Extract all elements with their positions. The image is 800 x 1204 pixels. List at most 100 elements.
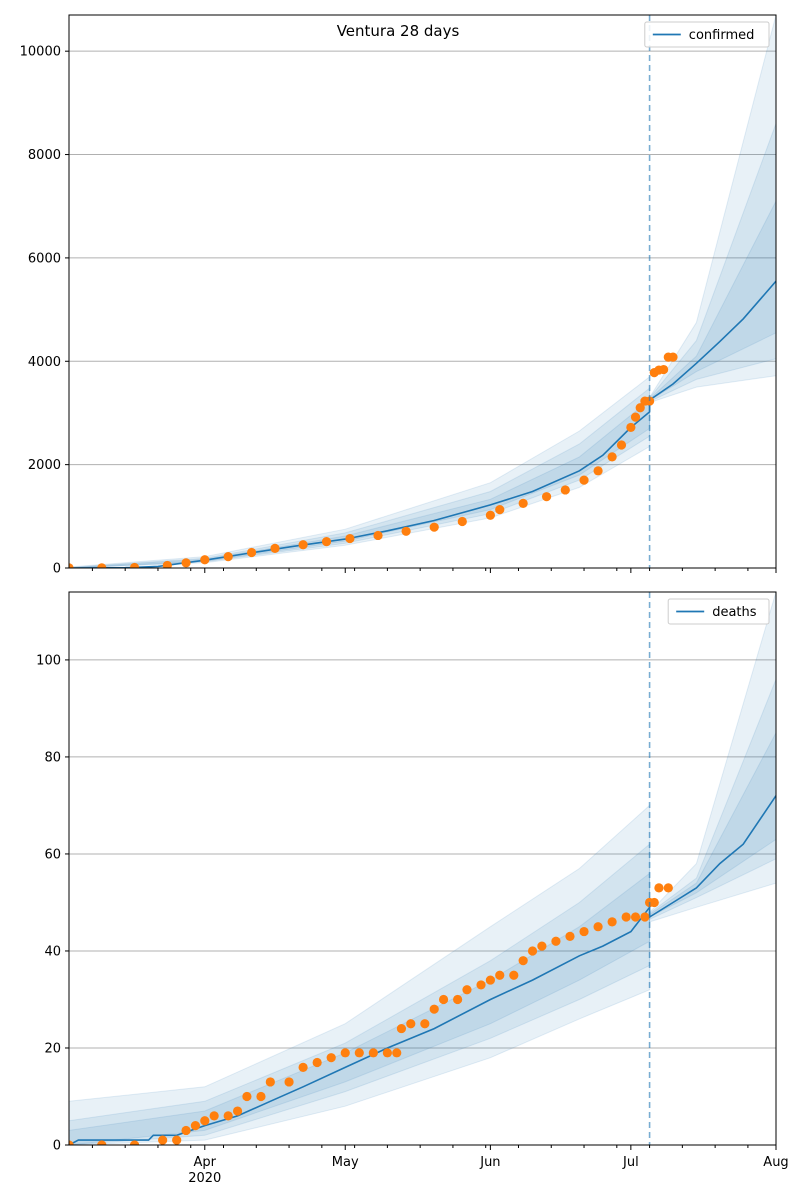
y-tick-label: 2000	[28, 458, 61, 473]
observed-point	[312, 1057, 322, 1068]
plot-area	[69, 592, 776, 1145]
y-tick-label: 0	[53, 562, 61, 577]
y-tick-label: 100	[36, 653, 61, 668]
uncertainty-band-2-forecast	[649, 679, 776, 921]
legend: confirmed	[644, 21, 770, 48]
observed-point	[232, 1106, 243, 1116]
observed-point	[518, 498, 528, 508]
observed-point	[593, 466, 603, 476]
observed-point	[635, 403, 645, 413]
legend-box	[644, 21, 770, 48]
observed-point	[607, 917, 617, 927]
uncertainty-band-1-forecast	[649, 592, 776, 923]
y-tick-label: 0	[53, 1139, 61, 1154]
observed-point	[97, 563, 107, 568]
legend-label: confirmed	[689, 28, 755, 43]
chart-panel-1: 0 2000 4000 6000 8000 10000 Ventura 28 days con…	[20, 14, 777, 577]
observed-point	[373, 530, 383, 541]
observed-point	[607, 452, 617, 462]
observed-point	[200, 555, 210, 565]
observed-point	[223, 1111, 233, 1121]
observed-point	[560, 485, 570, 495]
observed-point	[368, 1048, 378, 1058]
observed-point	[509, 970, 519, 980]
plot-area	[69, 15, 776, 568]
observed-point	[382, 1048, 392, 1058]
y-tick-label: 60	[44, 847, 61, 862]
series-line-deaths	[69, 795, 776, 1145]
axes-frame	[68, 591, 777, 1146]
legend-label: deaths	[712, 605, 757, 620]
observed-point	[270, 543, 280, 553]
observed-point	[654, 883, 664, 893]
x-tick-label: Jul	[622, 1155, 639, 1170]
observed-point	[551, 936, 561, 946]
observed-point	[392, 1048, 402, 1058]
observed-point	[345, 533, 355, 544]
observed-point	[630, 412, 641, 422]
observed-point	[663, 883, 673, 893]
observed-point	[396, 1023, 407, 1034]
y-tick-label: 4000	[28, 355, 61, 370]
observed-point	[518, 956, 528, 966]
observed-point	[644, 396, 655, 406]
y-tick-label: 8000	[28, 148, 61, 163]
observed-point	[659, 364, 669, 375]
observed-point	[621, 912, 631, 922]
observed-point	[129, 1140, 140, 1145]
axes-frame	[68, 14, 777, 569]
observed-point	[649, 897, 659, 908]
uncertainty-band-1-fit	[69, 804, 651, 1145]
observed-point	[256, 1091, 266, 1102]
observed-point	[668, 352, 678, 362]
observed-point	[97, 1140, 107, 1145]
observed-point	[438, 994, 449, 1005]
observed-point	[626, 422, 636, 433]
observed-point	[541, 492, 552, 502]
observed-point	[209, 1111, 219, 1121]
series-line-confirmed	[69, 280, 776, 568]
observed-point	[527, 946, 538, 956]
observed-point	[579, 926, 589, 937]
observed-point	[69, 1140, 74, 1145]
observed-point	[247, 547, 257, 558]
observed-point	[69, 563, 74, 568]
x-tick-label: Apr	[194, 1155, 217, 1170]
observed-point	[429, 522, 439, 532]
observed-point	[457, 516, 467, 527]
observed-point	[200, 1116, 210, 1126]
observed-point	[485, 975, 495, 985]
observed-point	[326, 1053, 336, 1063]
observed-point	[420, 1019, 430, 1029]
y-tick-label: 20	[44, 1041, 61, 1056]
observed-point	[158, 1135, 168, 1145]
observed-point	[593, 922, 603, 932]
observed-point	[181, 1125, 191, 1136]
observed-point	[616, 440, 627, 450]
observed-point	[340, 1048, 350, 1058]
x-tick-label: May	[332, 1155, 359, 1170]
observed-point	[476, 980, 486, 990]
observed-point	[429, 1004, 439, 1014]
observed-point	[630, 912, 641, 922]
observed-point	[401, 526, 411, 536]
y-tick-label: 80	[44, 750, 61, 765]
observed-point	[321, 537, 332, 547]
observed-point	[485, 510, 495, 520]
y-tick-label: 6000	[28, 251, 61, 266]
x-tick-label: Jun	[479, 1155, 500, 1170]
x-tick-label: Aug	[763, 1155, 788, 1170]
observed-point	[453, 994, 463, 1005]
y-tick-label: 10000	[20, 45, 61, 60]
observed-point	[579, 475, 589, 485]
observed-point	[640, 912, 650, 922]
observed-point	[172, 1135, 182, 1145]
y-tick-label: 40	[44, 944, 61, 959]
observed-point	[223, 552, 233, 562]
observed-point	[129, 562, 140, 568]
observed-point	[190, 1120, 201, 1131]
x-tick-sublabel: 2020	[188, 1171, 221, 1186]
